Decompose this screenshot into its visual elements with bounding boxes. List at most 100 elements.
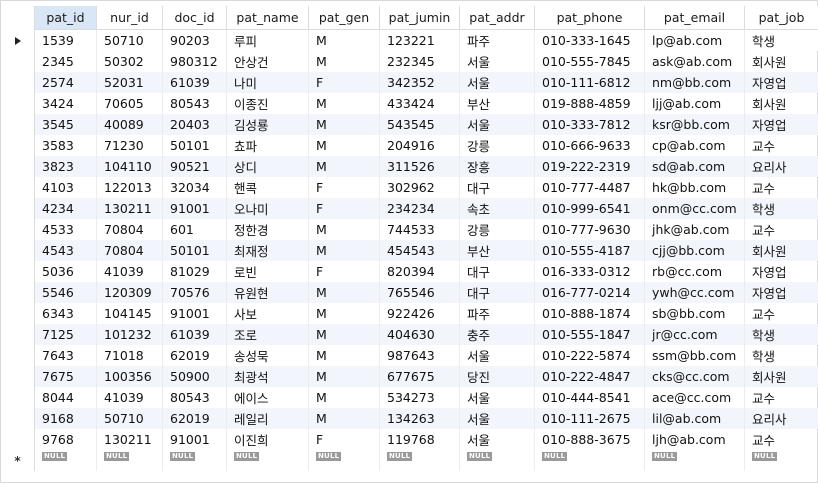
row-selector[interactable] <box>1 219 35 240</box>
cell-nur-id[interactable]: 40089 <box>97 114 163 135</box>
row-selector[interactable] <box>1 30 35 51</box>
table-row[interactable]: 9768 130211 91001 이진희 F 119768 서울 010-888-3675 l… <box>1 429 818 450</box>
cell-pat-gen[interactable]: M <box>309 240 380 261</box>
row-selector[interactable] <box>1 114 35 135</box>
cell-pat-job[interactable]: 자영업 <box>745 261 818 282</box>
cell-pat-job[interactable]: 교수 <box>745 387 818 408</box>
cell-pat-job[interactable]: 교수 <box>745 219 818 240</box>
cell-pat-phone[interactable]: 010-222-5874 <box>535 345 645 366</box>
cell-pat-email[interactable]: ace@cc.com <box>645 387 745 408</box>
cell-pat-email[interactable]: ssm@bb.com <box>645 345 745 366</box>
cell-pat-name[interactable]: 이종진 <box>227 93 309 114</box>
column-header-nur-id[interactable]: nur_id <box>97 6 163 30</box>
cell-pat-addr[interactable]: 서울 <box>460 114 535 135</box>
cell-pat-id[interactable]: 7643 <box>35 345 97 366</box>
cell-pat-id[interactable]: 3583 <box>35 135 97 156</box>
cell-pat-id[interactable]: NULL <box>35 450 97 471</box>
cell-pat-email[interactable]: ljh@ab.com <box>645 429 745 450</box>
cell-pat-id[interactable]: 5546 <box>35 282 97 303</box>
table-row[interactable]: 2574 52031 61039 나미 F 342352 서울 010-111-6812 nm@… <box>1 72 818 93</box>
cell-pat-jumin[interactable]: NULL <box>380 450 460 471</box>
cell-doc-id[interactable]: NULL <box>163 450 227 471</box>
cell-pat-job[interactable]: 교수 <box>745 429 818 450</box>
cell-pat-gen[interactable]: F <box>309 177 380 198</box>
row-selector[interactable] <box>1 240 35 261</box>
cell-pat-email[interactable]: lp@ab.com <box>645 30 745 51</box>
column-header-pat-name[interactable]: pat_name <box>227 6 309 30</box>
cell-pat-job[interactable]: 학생 <box>745 198 818 219</box>
table-row[interactable]: 6343 104145 91001 사보 M 922426 파주 010-888-1874 sb… <box>1 303 818 324</box>
cell-doc-id[interactable]: 62019 <box>163 345 227 366</box>
column-header-doc-id[interactable]: doc_id <box>163 6 227 30</box>
cell-pat-name[interactable]: NULL <box>227 450 309 471</box>
cell-nur-id[interactable]: 41039 <box>97 387 163 408</box>
cell-pat-name[interactable]: 로빈 <box>227 261 309 282</box>
cell-pat-phone[interactable]: 010-555-7845 <box>535 51 645 72</box>
cell-pat-job[interactable]: 교수 <box>745 135 818 156</box>
table-row[interactable]: 3823 104110 90521 상디 M 311526 장흥 019-222-2319 sd… <box>1 156 818 177</box>
cell-pat-email[interactable]: ask@ab.com <box>645 51 745 72</box>
cell-pat-job[interactable]: 학생 <box>745 324 818 345</box>
row-selector[interactable] <box>1 72 35 93</box>
table-row[interactable]: 4103 122013 32034 핸콕 F 302962 대구 010-777-4487 hk… <box>1 177 818 198</box>
cell-pat-jumin[interactable]: 302962 <box>380 177 460 198</box>
cell-nur-id[interactable]: NULL <box>97 450 163 471</box>
cell-pat-jumin[interactable]: 433424 <box>380 93 460 114</box>
cell-pat-phone[interactable]: 016-777-0214 <box>535 282 645 303</box>
cell-pat-email[interactable]: cjj@bb.com <box>645 240 745 261</box>
cell-doc-id[interactable]: 20403 <box>163 114 227 135</box>
cell-pat-addr[interactable]: 강릉 <box>460 135 535 156</box>
cell-pat-name[interactable]: 에이스 <box>227 387 309 408</box>
column-header-pat-phone[interactable]: pat_phone <box>535 6 645 30</box>
cell-pat-name[interactable]: 상디 <box>227 156 309 177</box>
cell-pat-addr[interactable]: NULL <box>460 450 535 471</box>
cell-doc-id[interactable]: 91001 <box>163 198 227 219</box>
cell-pat-addr[interactable]: 대구 <box>460 282 535 303</box>
column-header-pat-id[interactable]: pat_id <box>35 6 97 30</box>
cell-pat-id[interactable]: 5036 <box>35 261 97 282</box>
cell-pat-jumin[interactable]: 404630 <box>380 324 460 345</box>
cell-pat-jumin[interactable]: 232345 <box>380 51 460 72</box>
cell-pat-id[interactable]: 2345 <box>35 51 97 72</box>
cell-pat-gen[interactable]: F <box>309 72 380 93</box>
column-header-pat-email[interactable]: pat_email <box>645 6 745 30</box>
cell-nur-id[interactable]: 101232 <box>97 324 163 345</box>
table-row[interactable]: 8044 41039 80543 에이스 M 534273 서울 010-444-8541 ac… <box>1 387 818 408</box>
cell-pat-job[interactable]: 회사원 <box>745 366 818 387</box>
cell-pat-name[interactable]: 안상건 <box>227 51 309 72</box>
cell-pat-name[interactable]: 사보 <box>227 303 309 324</box>
cell-pat-phone[interactable]: 010-999-6541 <box>535 198 645 219</box>
cell-pat-job[interactable]: NULL <box>745 450 818 471</box>
cell-pat-gen[interactable]: NULL <box>309 450 380 471</box>
cell-pat-addr[interactable]: 서울 <box>460 429 535 450</box>
row-selector[interactable]: * <box>1 450 35 471</box>
cell-doc-id[interactable]: 62019 <box>163 408 227 429</box>
cell-pat-email[interactable]: nm@bb.com <box>645 72 745 93</box>
cell-pat-jumin[interactable]: 543545 <box>380 114 460 135</box>
cell-doc-id[interactable]: 601 <box>163 219 227 240</box>
row-selector[interactable] <box>1 429 35 450</box>
row-selector[interactable] <box>1 93 35 114</box>
table-row[interactable]: 7675 100356 50900 최광석 M 677675 당진 010-222-4847 c… <box>1 366 818 387</box>
cell-pat-email[interactable]: ksr@bb.com <box>645 114 745 135</box>
cell-pat-job[interactable]: 교수 <box>745 303 818 324</box>
column-header-pat-gen[interactable]: pat_gen <box>309 6 380 30</box>
table-row[interactable]: 2345 50302 980312 안상건 M 232345 서울 010-555-7845 a… <box>1 51 818 72</box>
cell-nur-id[interactable]: 100356 <box>97 366 163 387</box>
cell-pat-job[interactable]: 자영업 <box>745 72 818 93</box>
cell-pat-name[interactable]: 핸콕 <box>227 177 309 198</box>
cell-pat-addr[interactable]: 서울 <box>460 387 535 408</box>
cell-pat-phone[interactable]: 016-333-0312 <box>535 261 645 282</box>
cell-nur-id[interactable]: 50302 <box>97 51 163 72</box>
cell-pat-phone[interactable]: 010-333-1645 <box>535 30 645 51</box>
cell-pat-name[interactable]: 최광석 <box>227 366 309 387</box>
cell-pat-id[interactable]: 3424 <box>35 93 97 114</box>
cell-pat-email[interactable]: jr@cc.com <box>645 324 745 345</box>
cell-pat-job[interactable]: 자영업 <box>745 114 818 135</box>
table-row[interactable]: 3583 71230 50101 쵸파 M 204916 강릉 010-666-9633 cp@… <box>1 135 818 156</box>
cell-doc-id[interactable]: 980312 <box>163 51 227 72</box>
cell-nur-id[interactable]: 130211 <box>97 198 163 219</box>
cell-pat-addr[interactable]: 서울 <box>460 72 535 93</box>
cell-nur-id[interactable]: 130211 <box>97 429 163 450</box>
cell-pat-name[interactable]: 유원현 <box>227 282 309 303</box>
